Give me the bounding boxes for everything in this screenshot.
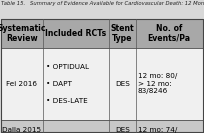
Bar [1, 48, 203, 120]
Text: No. of
Events/Pa: No. of Events/Pa [147, 24, 190, 43]
Bar [1, 19, 203, 132]
Text: Dalla 2015: Dalla 2015 [2, 127, 41, 133]
Text: Table 15.   Summary of Evidence Available for Cardiovascular Death: 12 Months Ve: Table 15. Summary of Evidence Available … [1, 1, 204, 6]
Text: Included RCTs: Included RCTs [45, 29, 107, 38]
Text: DES: DES [115, 127, 130, 133]
Text: Fei 2016: Fei 2016 [7, 81, 37, 87]
Bar [1, 120, 203, 133]
Text: 12 mo: 74/: 12 mo: 74/ [138, 127, 177, 133]
Text: 12 mo: 80/
> 12 mo:
83/8246: 12 mo: 80/ > 12 mo: 83/8246 [138, 73, 177, 94]
Text: • OPTIDUAL

• DAPT

• DES-LATE: • OPTIDUAL • DAPT • DES-LATE [46, 64, 89, 104]
Text: Stent
Type: Stent Type [111, 24, 134, 43]
Bar [1, 19, 203, 48]
Text: Systematic
Review: Systematic Review [0, 24, 46, 43]
Text: DES: DES [115, 81, 130, 87]
